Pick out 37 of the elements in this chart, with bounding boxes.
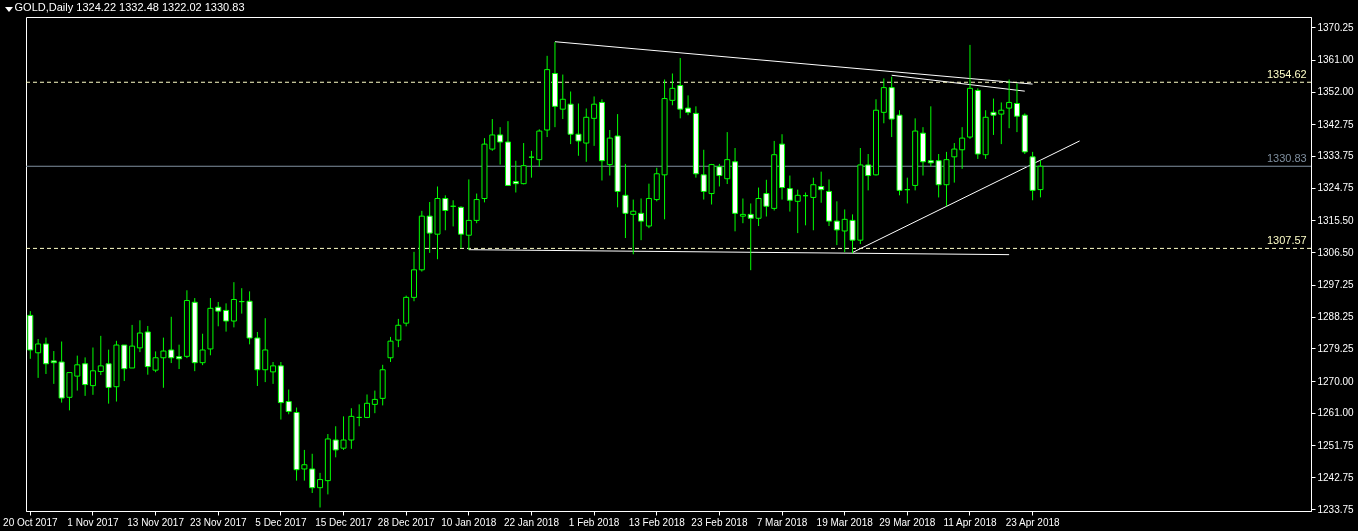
y-tick-label: 1297.25 (1317, 279, 1355, 291)
y-tick-label: 1333.75 (1317, 150, 1355, 162)
x-tick-label: 15 Dec 2017 (315, 516, 373, 528)
x-tick-label: 19 Mar 2018 (816, 516, 874, 528)
y-tick-label: 1352.00 (1317, 86, 1355, 98)
x-tick-label: 11 Apr 2018 (943, 516, 998, 528)
y-tick-label: 1233.75 (1317, 503, 1355, 515)
x-tick-label: 7 Mar 2018 (756, 516, 808, 528)
y-tick-label: 1370.25 (1317, 21, 1355, 33)
y-tick-label: 1261.00 (1317, 407, 1355, 419)
ref-line-label: 1354.62 (1266, 68, 1307, 81)
x-tick-label: 20 Oct 2017 (3, 516, 58, 528)
x-tick-label: 5 Dec 2017 (255, 516, 307, 528)
x-tick-label: 23 Feb 2018 (691, 516, 748, 528)
x-tick-label: 10 Jan 2018 (441, 516, 497, 528)
y-tick-label: 1361.00 (1317, 54, 1355, 66)
x-tick-label: 28 Dec 2017 (377, 516, 435, 528)
x-tick-label: 22 Jan 2018 (503, 516, 560, 528)
ref-line-label: 1330.83 (1266, 152, 1307, 165)
ref-line-label: 1307.57 (1266, 234, 1307, 247)
x-tick-label: 13 Nov 2017 (127, 516, 185, 528)
y-tick-label: 1324.75 (1317, 182, 1355, 194)
y-tick-label: 1288.25 (1317, 311, 1355, 323)
y-tick-label: 1306.50 (1317, 246, 1355, 258)
y-tick-label: 1342.75 (1317, 118, 1355, 130)
x-tick-label: 1 Feb 2018 (568, 516, 620, 528)
x-tick-label: 23 Apr 2018 (1005, 516, 1061, 528)
y-tick-label: 1279.25 (1317, 342, 1355, 354)
y-tick-label: 1251.75 (1317, 440, 1355, 451)
chart-title: GOLD,Daily 1324.22 1332.48 1322.02 1330.83 (14, 1, 245, 13)
x-tick-label: 1 Nov 2017 (67, 516, 119, 528)
x-tick-label: 13 Feb 2018 (628, 516, 686, 528)
x-tick-label: 23 Nov 2017 (189, 516, 248, 528)
y-tick-label: 1242.75 (1317, 471, 1355, 483)
y-tick-label: 1315.50 (1317, 214, 1355, 226)
x-tick-label: 29 Mar 2018 (879, 516, 936, 528)
y-tick-label: 1270.00 (1317, 375, 1355, 387)
